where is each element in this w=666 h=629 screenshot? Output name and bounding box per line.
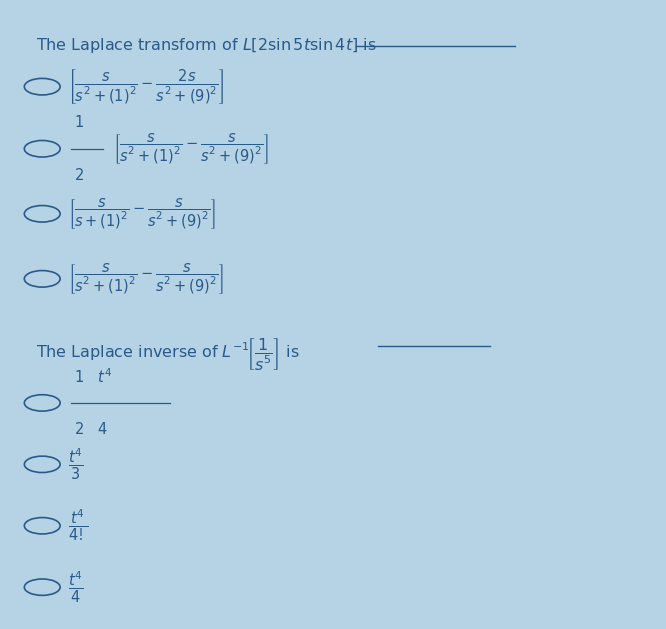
Text: $\left[\dfrac{s}{s+(1)^2} - \dfrac{s}{s^2+(9)^2}\right]$: $\left[\dfrac{s}{s+(1)^2} - \dfrac{s}{s^… xyxy=(68,196,216,231)
Text: $1$: $1$ xyxy=(74,114,84,130)
Text: $\dfrac{t^4}{4!}$: $\dfrac{t^4}{4!}$ xyxy=(68,508,88,543)
Text: $\dfrac{t^4}{4}$: $\dfrac{t^4}{4}$ xyxy=(68,569,84,605)
Text: $2$: $2$ xyxy=(74,167,84,184)
Text: $\left[\dfrac{s}{s^2+(1)^2} - \dfrac{2s}{s^2+(9)^2}\right]$: $\left[\dfrac{s}{s^2+(1)^2} - \dfrac{2s}… xyxy=(68,67,224,106)
Text: $\dfrac{t^4}{3}$: $\dfrac{t^4}{3}$ xyxy=(68,447,84,482)
Text: $1 \quad t^4$: $1 \quad t^4$ xyxy=(74,367,113,386)
Text: $\left[\dfrac{s}{s^2+(1)^2} - \dfrac{s}{s^2+(9)^2}\right]$: $\left[\dfrac{s}{s^2+(1)^2} - \dfrac{s}{… xyxy=(68,262,223,296)
Text: The Laplace transform of $L[2\sin 5t \sin 4t]$ is: The Laplace transform of $L[2\sin 5t \si… xyxy=(36,36,376,55)
Text: The Laplace inverse of $L^{-1}\!\left[\dfrac{1}{s^5}\right]$ is: The Laplace inverse of $L^{-1}\!\left[\d… xyxy=(36,336,300,372)
Text: $\left[\dfrac{s}{s^2+(1)^2} - \dfrac{s}{s^2+(9)^2}\right]$: $\left[\dfrac{s}{s^2+(1)^2} - \dfrac{s}{… xyxy=(113,131,268,166)
Text: $2 \quad 4$: $2 \quad 4$ xyxy=(74,421,108,437)
